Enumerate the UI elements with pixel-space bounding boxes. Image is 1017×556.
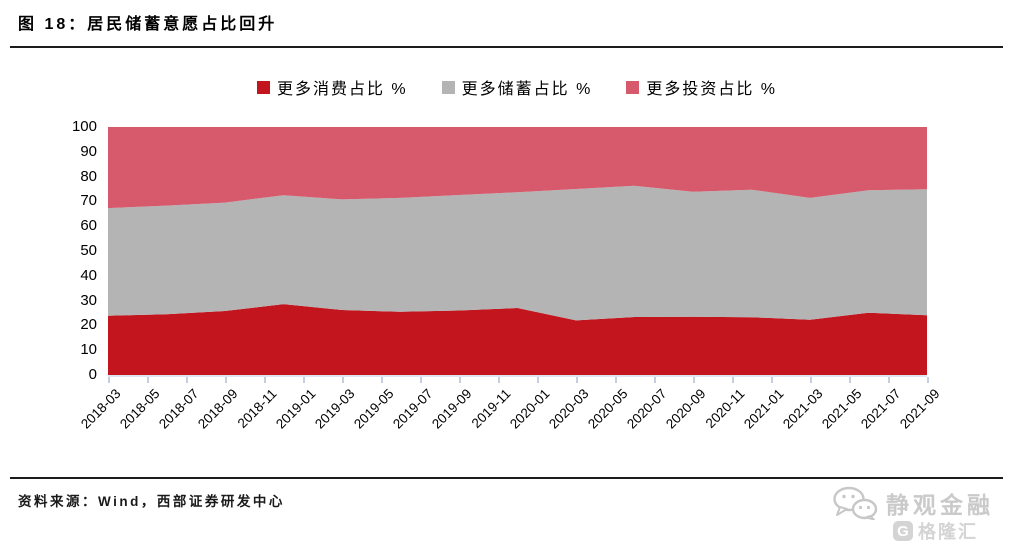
watermark-brand-text: 静观金融 <box>886 492 994 518</box>
x-axis-tick <box>732 377 734 383</box>
x-axis-tick <box>576 377 578 383</box>
x-axis-label: 2021-01 <box>740 386 787 432</box>
footer-divider <box>10 477 1003 479</box>
y-axis-label: 70 <box>80 192 97 210</box>
saving-swatch-icon <box>441 80 455 94</box>
x-axis-tick <box>303 377 305 383</box>
x-axis-label: 2019-09 <box>428 386 475 432</box>
x-axis-label: 2021-07 <box>857 386 904 432</box>
x-axis-label: 2018-11 <box>234 386 280 431</box>
y-axis-label: 30 <box>80 291 97 309</box>
y-axis-label: 10 <box>80 341 97 359</box>
x-axis-tick <box>108 377 110 383</box>
x-axis-label: 2020-09 <box>662 386 709 432</box>
x-axis-tick <box>381 377 383 383</box>
x-axis-tick <box>264 377 266 383</box>
x-axis-label: 2018-07 <box>155 386 202 432</box>
x-axis-label: 2020-01 <box>506 386 553 432</box>
x-axis-label: 2020-03 <box>545 386 592 432</box>
legend-item-investment: 更多投资占比 % <box>626 75 777 99</box>
y-axis-label: 100 <box>71 118 97 135</box>
x-axis-tick <box>888 377 890 383</box>
x-axis-tick <box>186 377 188 383</box>
x-axis-label: 2018-03 <box>77 386 124 432</box>
y-axis-label: 60 <box>80 217 97 235</box>
title-divider <box>10 46 1003 48</box>
consumption-swatch-icon <box>256 80 270 94</box>
x-axis-label: 2019-01 <box>272 386 319 432</box>
x-axis-label: 2019-07 <box>389 386 436 432</box>
x-axis-label: 2020-05 <box>584 386 631 432</box>
x-axis-tick <box>810 377 812 383</box>
y-axis-label: 40 <box>80 266 97 284</box>
x-axis-tick <box>615 377 617 383</box>
x-axis-label: 2021-05 <box>818 386 865 432</box>
area-saving <box>108 185 927 321</box>
investment-swatch-icon <box>626 80 640 94</box>
x-axis-tick <box>654 377 656 383</box>
source-note: 资料来源：Wind，西部证券研发中心 <box>18 494 285 509</box>
x-axis-tick <box>771 377 773 383</box>
stacked-area-plot <box>108 127 927 375</box>
x-axis-tick <box>225 377 227 383</box>
y-axis-label: 20 <box>80 316 97 334</box>
x-axis-label: 2019-05 <box>350 386 397 432</box>
y-axis-label: 50 <box>80 242 97 259</box>
y-axis-label: 0 <box>88 366 97 383</box>
watermark-brand: 静观金融 <box>832 486 994 520</box>
x-axis-tick <box>147 377 149 383</box>
x-axis-label: 2020-07 <box>623 386 670 432</box>
x-axis-tick <box>342 377 344 383</box>
gelonghui-logo-icon: G <box>893 521 913 541</box>
chart-legend: 更多消费占比 % 更多储蓄占比 % 更多投资占比 % <box>108 75 926 99</box>
x-axis-tick <box>927 377 929 383</box>
x-axis-tick <box>693 377 695 383</box>
figure-title: 图 18：居民储蓄意愿占比回升 <box>18 16 278 33</box>
x-axis-label: 2021-09 <box>896 386 943 432</box>
x-axis-label: 2021-03 <box>779 386 826 432</box>
legend-item-consumption: 更多消费占比 % <box>256 75 408 99</box>
legend-label: 更多储蓄占比 % <box>461 81 593 98</box>
x-axis-tick <box>459 377 461 383</box>
legend-item-saving: 更多储蓄占比 % <box>441 75 593 99</box>
watermark-platform-text: 格隆汇 <box>918 522 978 542</box>
watermark-platform: G 格隆汇 <box>893 518 978 544</box>
wechat-icon <box>833 486 878 520</box>
x-axis-tick <box>498 377 500 383</box>
legend-label: 更多消费占比 % <box>276 81 408 98</box>
legend-label: 更多投资占比 % <box>646 81 778 98</box>
x-axis-tick <box>537 377 539 383</box>
x-axis-label: 2018-09 <box>194 386 241 432</box>
area-investment <box>108 127 927 209</box>
x-axis-label: 2019-03 <box>311 386 358 432</box>
x-axis-tick <box>849 377 851 383</box>
area-consumption <box>108 304 927 375</box>
x-axis-label: 2019-11 <box>468 386 514 431</box>
x-axis-label: 2018-05 <box>116 386 163 432</box>
x-axis-line <box>108 375 927 377</box>
y-axis-label: 80 <box>80 167 97 185</box>
x-axis-label: 2020-11 <box>702 386 748 431</box>
x-axis-tick <box>420 377 422 383</box>
y-axis-label: 90 <box>80 142 97 160</box>
